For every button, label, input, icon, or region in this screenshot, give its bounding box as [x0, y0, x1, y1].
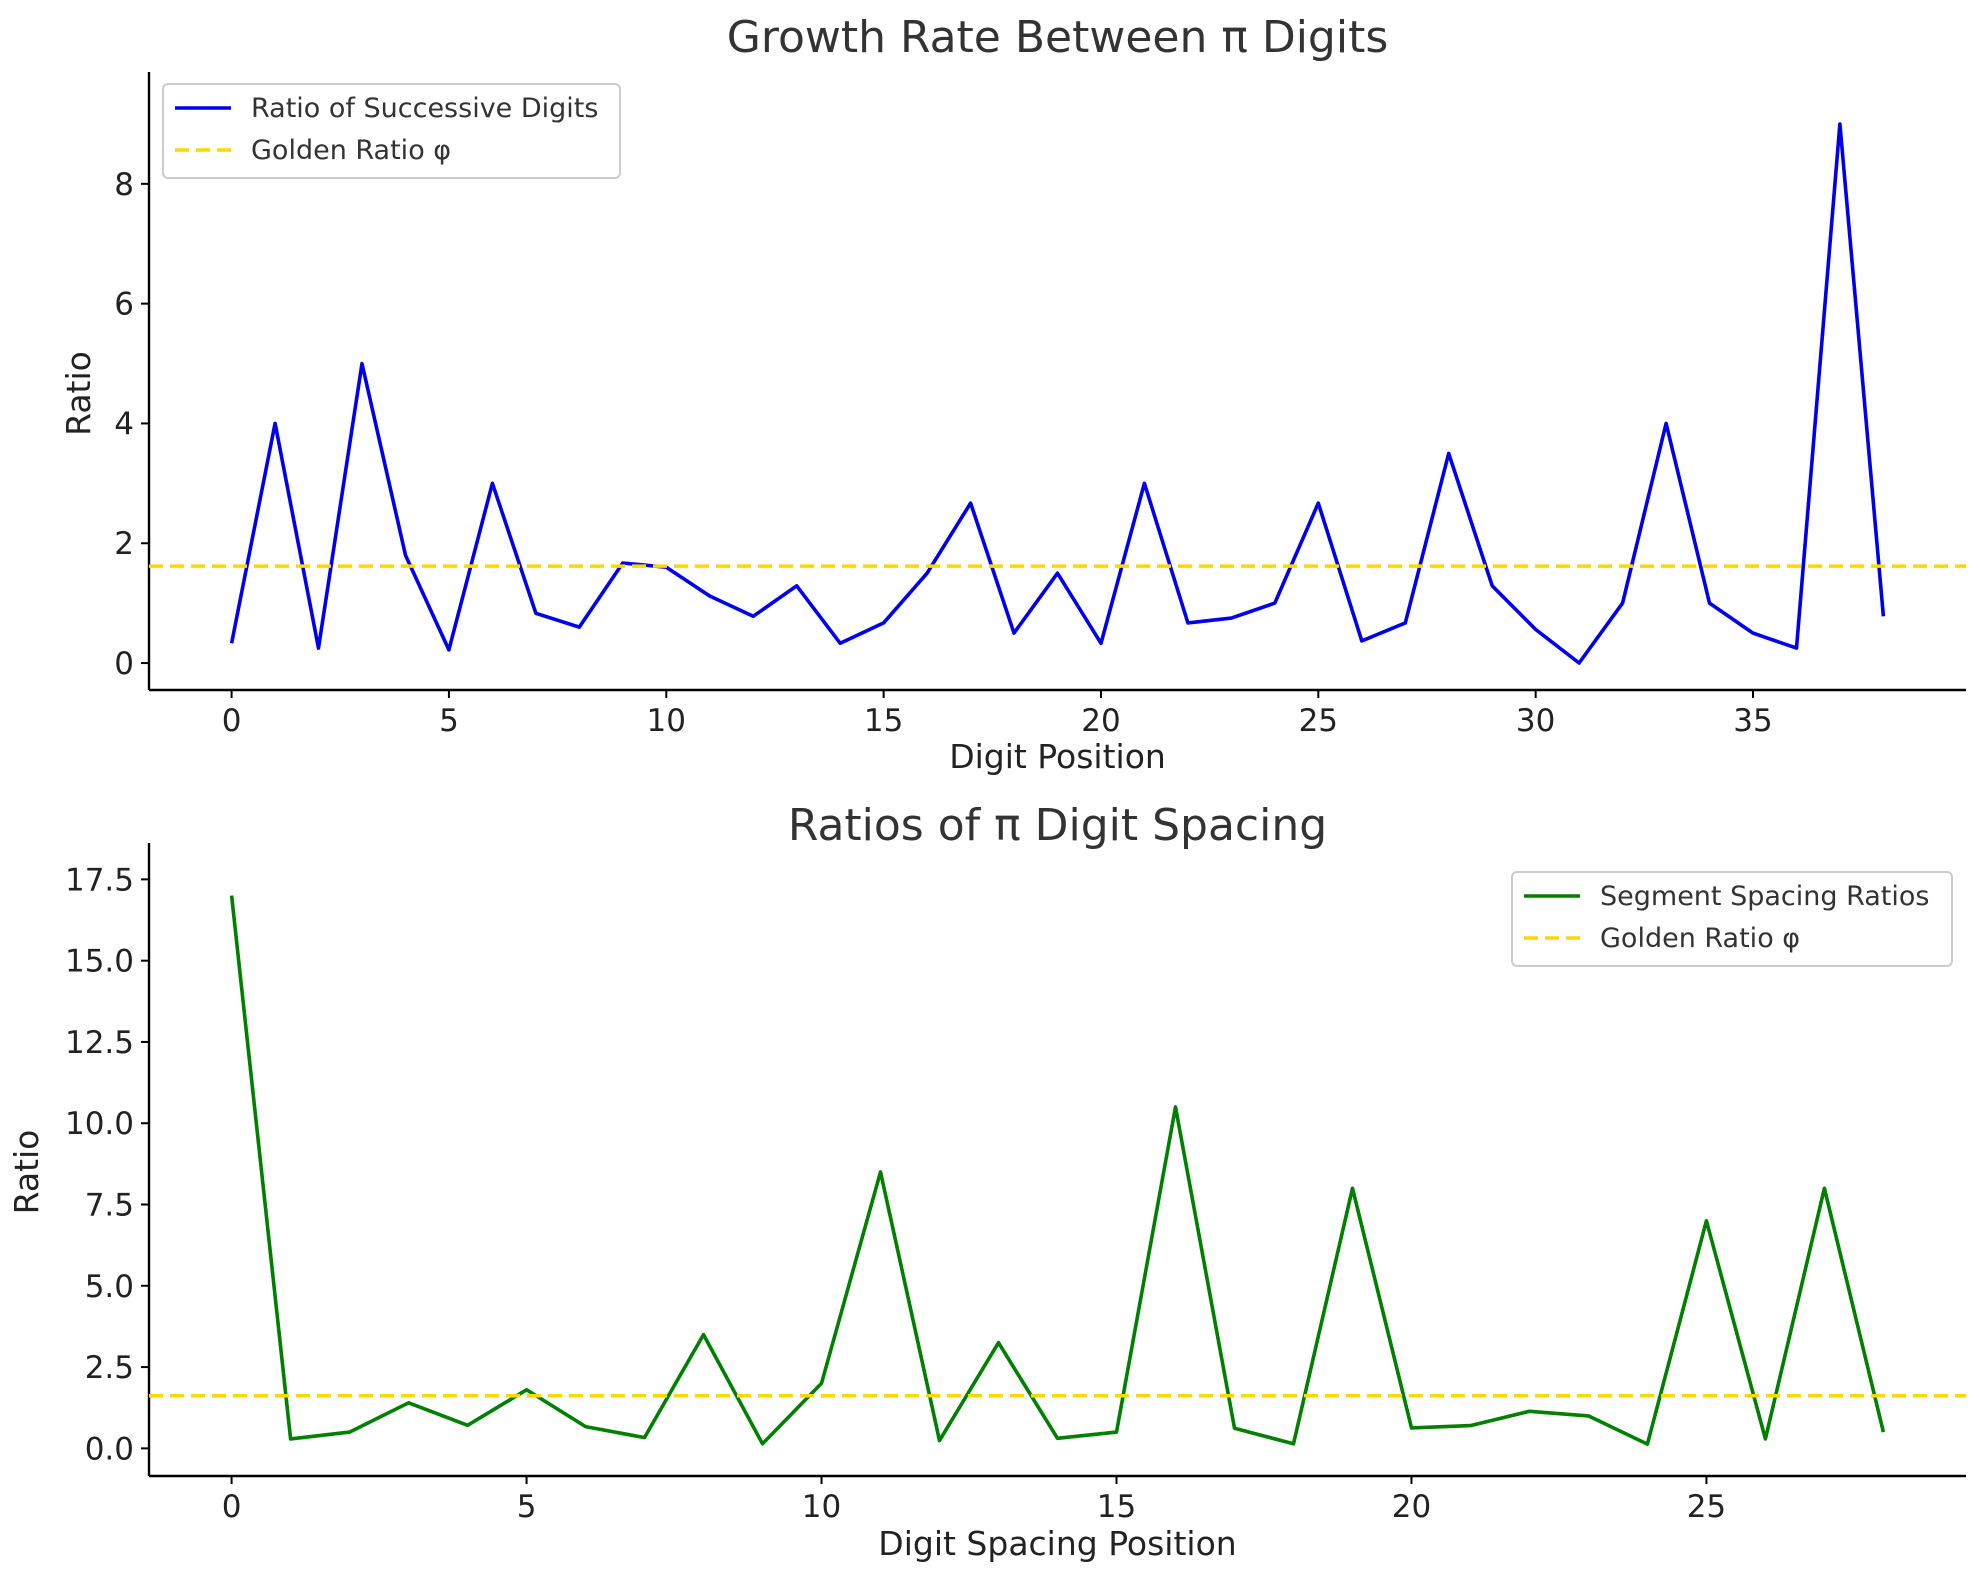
- y-tick-label: 5.0: [85, 1269, 134, 1305]
- x-tick-label: 15: [864, 703, 903, 739]
- y-tick-label: 8: [114, 167, 134, 203]
- y-tick-label: 2: [114, 526, 134, 562]
- legend-label: Segment Spacing Ratios: [1600, 881, 1929, 912]
- y-tick-label: 0.0: [85, 1431, 134, 1467]
- x-tick-label: 20: [1392, 1489, 1431, 1525]
- x-tick-label: 10: [647, 703, 686, 739]
- legend: Ratio of Successive Digits Golden Ratio φ: [162, 83, 621, 179]
- y-axis-label: Ratio: [59, 351, 98, 436]
- x-tick-label: 30: [1516, 703, 1555, 739]
- x-tick-label: 35: [1733, 703, 1772, 739]
- legend-box: [162, 83, 621, 179]
- x-axis-label: Digit Spacing Position: [878, 1524, 1236, 1563]
- y-tick-label: 7.5: [85, 1188, 134, 1224]
- x-tick-label: 5: [439, 703, 459, 739]
- x-tick-label: 25: [1299, 703, 1338, 739]
- x-axis-label: Digit Position: [949, 737, 1166, 776]
- legend-box: [1511, 871, 1953, 967]
- y-tick-label: 2.5: [85, 1350, 134, 1386]
- x-tick-label: 0: [222, 1489, 242, 1525]
- chart-title: Ratios of π Digit Spacing: [788, 800, 1327, 851]
- series-line: [229, 122, 1886, 665]
- y-tick-label: 0: [114, 646, 134, 682]
- x-tick-label: 10: [802, 1489, 841, 1525]
- x-tick-label: 5: [517, 1489, 537, 1525]
- legend-label: Golden Ratio φ: [1600, 923, 1800, 954]
- y-tick-label: 17.5: [65, 862, 134, 898]
- y-tick-label: 12.5: [65, 1025, 134, 1061]
- y-axis-label: Ratio: [7, 1130, 46, 1215]
- x-tick-label: 25: [1687, 1489, 1726, 1525]
- x-tick-label: 20: [1081, 703, 1120, 739]
- y-tick-label: 15.0: [65, 944, 134, 980]
- series-line: [229, 895, 1886, 1446]
- chart-title: Growth Rate Between π Digits: [727, 12, 1389, 63]
- x-tick-label: 0: [222, 703, 242, 739]
- x-tick-label: 15: [1097, 1489, 1136, 1525]
- legend: Segment Spacing Ratios Golden Ratio φ: [1511, 871, 1953, 967]
- legend-label: Ratio of Successive Digits: [251, 93, 598, 124]
- y-tick-label: 4: [114, 406, 134, 442]
- legend-label: Golden Ratio φ: [251, 135, 451, 166]
- y-tick-label: 10.0: [65, 1106, 134, 1142]
- y-tick-label: 6: [114, 287, 134, 323]
- chart-2: Ratios of π Digit Spacing 0 5 10 15 20 25 0.0 2.…: [7, 800, 1966, 1563]
